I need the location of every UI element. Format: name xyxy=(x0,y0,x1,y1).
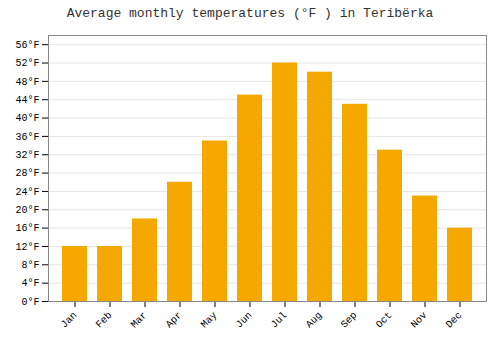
svg-text:Nov: Nov xyxy=(409,310,430,331)
svg-text:56°F: 56°F xyxy=(15,40,39,51)
svg-text:Feb: Feb xyxy=(94,310,115,331)
svg-text:16°F: 16°F xyxy=(15,223,39,234)
svg-text:Jan: Jan xyxy=(59,310,80,331)
svg-text:Aug: Aug xyxy=(304,310,325,331)
svg-text:Mar: Mar xyxy=(129,310,150,331)
html-text:Average monthly temperatures (: Average monthly temperatures (°F ) in Te… xyxy=(66,6,434,21)
svg-text:20°F: 20°F xyxy=(15,205,39,216)
svg-text:52°F: 52°F xyxy=(15,58,39,69)
svg-text:48°F: 48°F xyxy=(15,77,39,88)
svg-text:40°F: 40°F xyxy=(15,113,39,124)
svg-text:Sep: Sep xyxy=(339,310,360,331)
svg-text:36°F: 36°F xyxy=(15,132,39,143)
svg-text:8°F: 8°F xyxy=(21,260,39,271)
svg-text:24°F: 24°F xyxy=(15,187,39,198)
svg-text:44°F: 44°F xyxy=(15,95,39,106)
svg-text:4°F: 4°F xyxy=(21,278,39,289)
svg-text:12°F: 12°F xyxy=(15,242,39,253)
svg-text:Dec: Dec xyxy=(444,310,465,331)
svg-text:Jul: Jul xyxy=(269,310,290,331)
svg-text:Apr: Apr xyxy=(164,310,185,331)
svg-text:Oct: Oct xyxy=(374,310,395,331)
svg-text:May: May xyxy=(199,310,220,331)
svg-text:Jun: Jun xyxy=(234,310,255,331)
svg-text:28°F: 28°F xyxy=(15,168,39,179)
svg-text:32°F: 32°F xyxy=(15,150,39,161)
svg-text:0°F: 0°F xyxy=(21,297,39,308)
